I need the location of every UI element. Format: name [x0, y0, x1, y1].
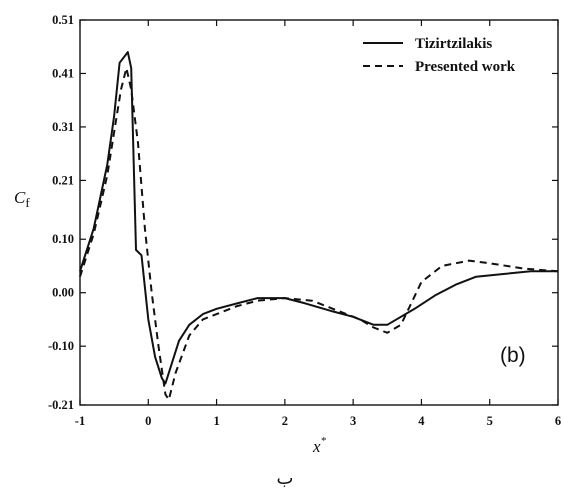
series-line-presented-work — [79, 67, 559, 401]
y-tick-label: 0.00 — [52, 286, 74, 300]
y-tick-label: 0.31 — [52, 120, 74, 134]
series-layer — [79, 51, 559, 401]
y-tick-label: 0.21 — [52, 173, 74, 187]
y-tick-label: 0.41 — [52, 66, 74, 80]
plot-frame — [79, 19, 559, 406]
legend: Tizirtzilakis Presented work — [363, 36, 516, 75]
x-tick-label: 4 — [418, 414, 425, 428]
legend-label-1: Tizirtzilakis — [415, 36, 492, 52]
y-tick-label: -0.10 — [48, 339, 74, 353]
x-axis-title-main: x — [312, 437, 321, 456]
figure-caption: ب — [277, 468, 294, 489]
y-tick-label: -0.21 — [48, 398, 74, 412]
y-tick-label: 0.10 — [52, 232, 74, 246]
x-tick-label: 5 — [487, 414, 493, 428]
y-axis-title-sub: f — [25, 195, 30, 210]
y-axis-title-main: C — [14, 188, 26, 207]
x-axis-title: x* — [312, 435, 327, 456]
x-tick-label: 6 — [555, 414, 561, 428]
x-tick-label: 0 — [145, 414, 151, 428]
y-tick-label: 0.51 — [52, 13, 74, 27]
y-axis-title: Cf — [14, 188, 30, 210]
x-tick-label: -1 — [75, 414, 85, 428]
x-axis-ticks: -1 0 1 2 3 4 5 6 — [75, 20, 561, 428]
y-axis-ticks: 0.51 0.41 0.31 0.21 0.10 0.00 -0.10 -0.21 — [48, 13, 558, 412]
legend-label-2: Presented work — [415, 59, 516, 75]
x-tick-label: 2 — [282, 414, 288, 428]
x-tick-label: 3 — [350, 414, 356, 428]
panel-label: (b) — [500, 344, 526, 367]
x-tick-label: 1 — [213, 414, 219, 428]
x-axis-title-sup: * — [321, 435, 327, 447]
series-line-tizirtzilakis — [79, 51, 558, 385]
